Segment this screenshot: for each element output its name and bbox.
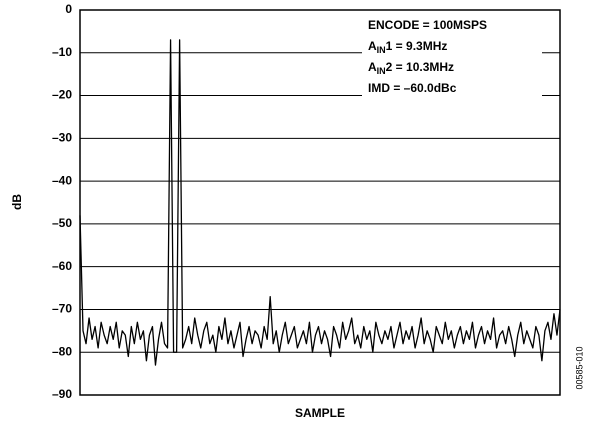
y-tick-label: –20 [52, 88, 72, 102]
annotation-text: A [368, 39, 377, 53]
spectrum-line [79, 39, 561, 366]
x-axis-label: SAMPLE [295, 406, 345, 420]
y-tick-label: –70 [52, 302, 72, 316]
annotation-text: 1 = 9.3MHz [386, 39, 448, 53]
y-tick-label: –30 [52, 131, 72, 145]
annotation-text: ENCODE = 100MSPS [368, 18, 487, 32]
annotation: AIN2 = 10.3MHz [368, 60, 454, 76]
y-tick-label: –60 [52, 259, 72, 273]
y-axis-label: dB [10, 194, 24, 210]
figure-id: 00585-010 [574, 346, 584, 389]
annotation: IMD = –60.0dBc [368, 81, 457, 95]
y-tick-label: –10 [52, 45, 72, 59]
y-tick-label: –90 [52, 387, 72, 401]
annotation-text: IMD = –60.0dBc [368, 81, 457, 95]
annotation-subscript: IN [377, 45, 386, 55]
plot-frame [79, 9, 561, 396]
y-tick-label: –40 [52, 173, 72, 187]
y-tick-label: –80 [52, 344, 72, 358]
annotation: ENCODE = 100MSPS [368, 18, 487, 32]
annotation-subscript: IN [377, 66, 386, 76]
annotation-text: A [368, 60, 377, 74]
y-tick-label: 0 [65, 2, 72, 16]
y-tick-label: –50 [52, 216, 72, 230]
annotation-background [362, 14, 542, 104]
annotation-text: 2 = 10.3MHz [386, 60, 454, 74]
annotation: AIN1 = 9.3MHz [368, 39, 447, 55]
